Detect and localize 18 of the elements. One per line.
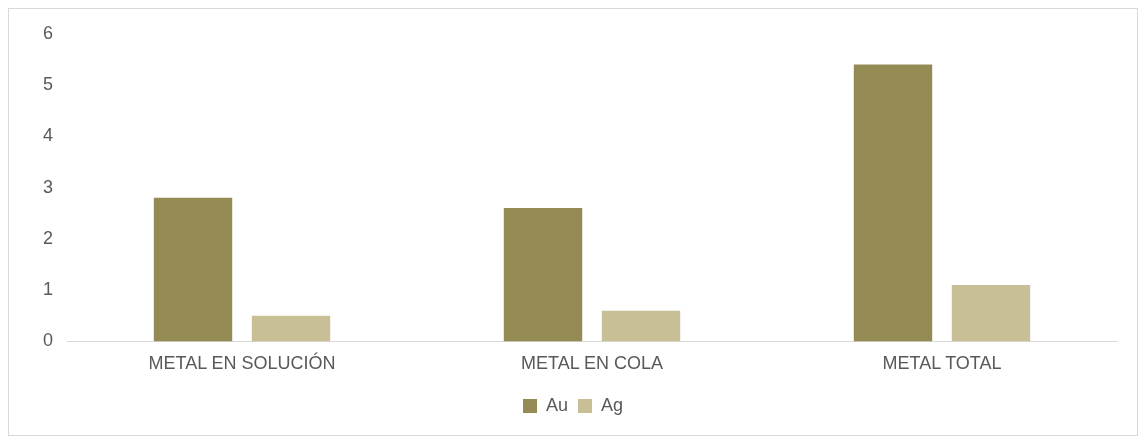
bar (853, 64, 933, 342)
y-tick-label: 5 (43, 74, 54, 95)
x-tick-label: METAL EN COLA (520, 353, 664, 374)
legend-label: Ag (601, 394, 624, 415)
x-tick-label: METAL TOTAL (882, 353, 1002, 374)
y-tick-label: 2 (43, 227, 54, 248)
x-tick-label: METAL EN SOLUCIÓN (148, 352, 336, 374)
bar (503, 208, 583, 342)
y-tick-label: 4 (43, 125, 54, 146)
y-tick-label: 3 (43, 176, 54, 197)
legend-label: Au (545, 394, 569, 415)
y-tick-label: 6 (43, 22, 54, 43)
bar (601, 310, 681, 342)
bar (951, 285, 1031, 342)
bar (251, 315, 331, 342)
y-tick-label: 1 (43, 279, 54, 300)
bar (153, 197, 233, 342)
y-tick-label: 0 (43, 330, 54, 351)
